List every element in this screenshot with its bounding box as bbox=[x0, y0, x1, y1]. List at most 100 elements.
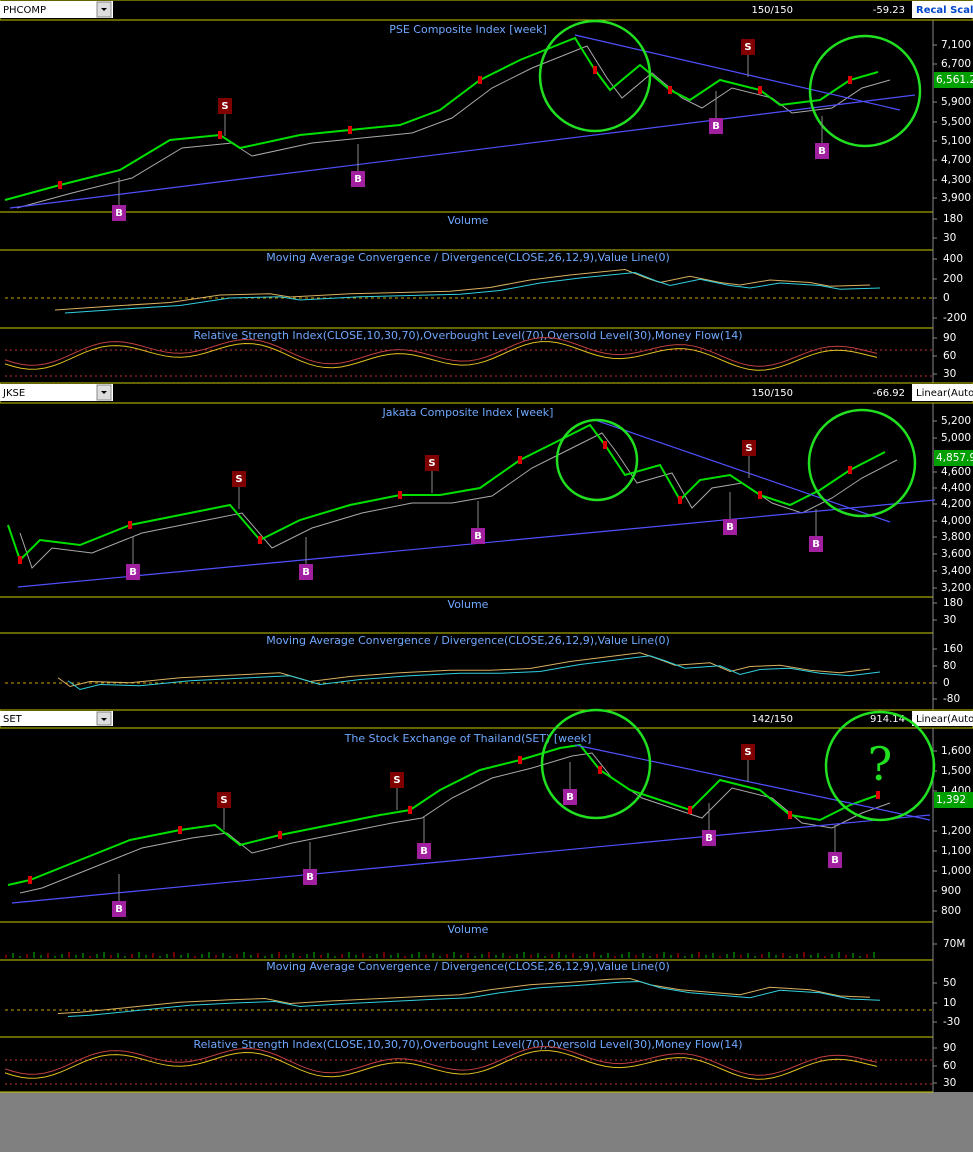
trend-line bbox=[594, 419, 891, 523]
candle bbox=[593, 66, 597, 74]
price-tick: 4,200 bbox=[941, 498, 971, 510]
scale-mode: Linear(Auto bbox=[916, 714, 973, 725]
trend-line bbox=[574, 34, 901, 111]
indicator-tick: 60 bbox=[943, 1060, 956, 1072]
price-tick: 4,300 bbox=[941, 174, 971, 186]
dropdown-arrow bbox=[101, 718, 107, 721]
indicator-title: Volume bbox=[448, 923, 489, 936]
signal-box bbox=[390, 772, 404, 788]
scale-mode: Recal Scale-Line bbox=[916, 5, 973, 16]
last-price: 6,561.2 bbox=[936, 74, 973, 86]
signal: B bbox=[712, 121, 720, 132]
scale-button[interactable] bbox=[912, 384, 973, 401]
signal-box bbox=[299, 564, 313, 580]
last-price: 4,857.9 bbox=[936, 452, 973, 464]
symbol-dropdown[interactable] bbox=[0, 711, 113, 726]
bar-count: 150/150 bbox=[751, 5, 793, 16]
signal-box bbox=[417, 843, 431, 859]
signal-box bbox=[741, 744, 755, 760]
money-flow bbox=[4, 337, 878, 367]
price-tick: 800 bbox=[941, 905, 961, 917]
scale-button[interactable] bbox=[912, 711, 973, 726]
signal: S bbox=[745, 443, 752, 454]
price-tick: 4,600 bbox=[941, 466, 971, 478]
price-tick: 3,800 bbox=[941, 531, 971, 543]
highlight-circle bbox=[808, 34, 922, 148]
price-tick: 5,100 bbox=[941, 135, 971, 147]
indicator-tick: -30 bbox=[943, 1016, 960, 1028]
last-price-tag bbox=[934, 792, 973, 808]
candle bbox=[668, 86, 672, 94]
signal-box bbox=[232, 471, 246, 487]
signal: B bbox=[726, 522, 734, 533]
price-tick: 5,500 bbox=[941, 116, 971, 128]
signal-box bbox=[702, 830, 716, 846]
highlight-circle bbox=[807, 408, 917, 518]
signal: S bbox=[744, 42, 751, 53]
signal-box bbox=[126, 564, 140, 580]
indicator-title: Relative Strength Index(CLOSE,10,30,70),… bbox=[193, 329, 742, 342]
candle bbox=[178, 826, 182, 834]
price-tick: 5,000 bbox=[941, 432, 971, 444]
signal-line bbox=[67, 655, 881, 691]
signal: S bbox=[235, 474, 242, 485]
signal-box bbox=[809, 536, 823, 552]
indicator-title: Moving Average Convergence / Divergence(… bbox=[266, 960, 670, 973]
change: -59.23 bbox=[873, 5, 905, 16]
highlight-circle bbox=[824, 710, 936, 822]
candle bbox=[848, 76, 852, 84]
indicator-tick: -80 bbox=[943, 693, 960, 705]
candle bbox=[28, 876, 32, 884]
indicator-title: Moving Average Convergence / Divergence(… bbox=[266, 251, 670, 264]
price-tick: 3,600 bbox=[941, 548, 971, 560]
indicator-tick: 400 bbox=[943, 253, 963, 265]
signal: B bbox=[306, 872, 314, 883]
candle bbox=[598, 766, 602, 774]
signal: S bbox=[428, 458, 435, 469]
signal: S bbox=[220, 795, 227, 806]
candle bbox=[758, 86, 762, 94]
macd-line bbox=[57, 652, 871, 688]
symbol-dropdown[interactable] bbox=[0, 1, 113, 18]
indicator-tick: 30 bbox=[943, 614, 956, 626]
chart-title: The Stock Exchange of Thailand(SET) [wee… bbox=[344, 732, 592, 745]
indicator-tick: 200 bbox=[943, 273, 963, 285]
indicator-tick: 90 bbox=[943, 332, 956, 344]
symbol-dropdown[interactable] bbox=[0, 384, 113, 401]
indicator-tick: 50 bbox=[943, 977, 956, 989]
dropdown-arrow bbox=[101, 391, 107, 394]
signal-box bbox=[723, 519, 737, 535]
candle bbox=[128, 521, 132, 529]
chart-title: PSE Composite Index [week] bbox=[389, 23, 547, 36]
highlight-circle bbox=[555, 418, 639, 502]
signal-line bbox=[67, 980, 881, 1017]
indicator-tick: 0 bbox=[943, 292, 950, 304]
candle bbox=[18, 556, 22, 564]
signal-box bbox=[563, 789, 577, 805]
candle bbox=[398, 491, 402, 499]
price-tick: 4,400 bbox=[941, 482, 971, 494]
macd-line bbox=[57, 977, 871, 1014]
signal: B bbox=[474, 531, 482, 542]
indicator-tick: 180 bbox=[943, 597, 963, 609]
price-tick: 6,700 bbox=[941, 58, 971, 70]
indicator-title: Volume bbox=[448, 214, 489, 227]
indicator-tick: 80 bbox=[943, 660, 956, 672]
price-tick: 7,100 bbox=[941, 39, 971, 51]
candle bbox=[603, 441, 607, 449]
scale-button[interactable] bbox=[912, 1, 973, 18]
price-tick: 1,100 bbox=[941, 845, 971, 857]
candle bbox=[876, 791, 880, 799]
signal: S bbox=[744, 747, 751, 758]
indicator-tick: 30 bbox=[943, 232, 956, 244]
price-line bbox=[7, 743, 879, 886]
signal-box bbox=[112, 205, 126, 221]
header-bar bbox=[0, 709, 973, 729]
price-tick: 3,200 bbox=[941, 582, 971, 594]
signal: B bbox=[566, 792, 574, 803]
signal: B bbox=[818, 146, 826, 157]
signal: B bbox=[354, 174, 362, 185]
